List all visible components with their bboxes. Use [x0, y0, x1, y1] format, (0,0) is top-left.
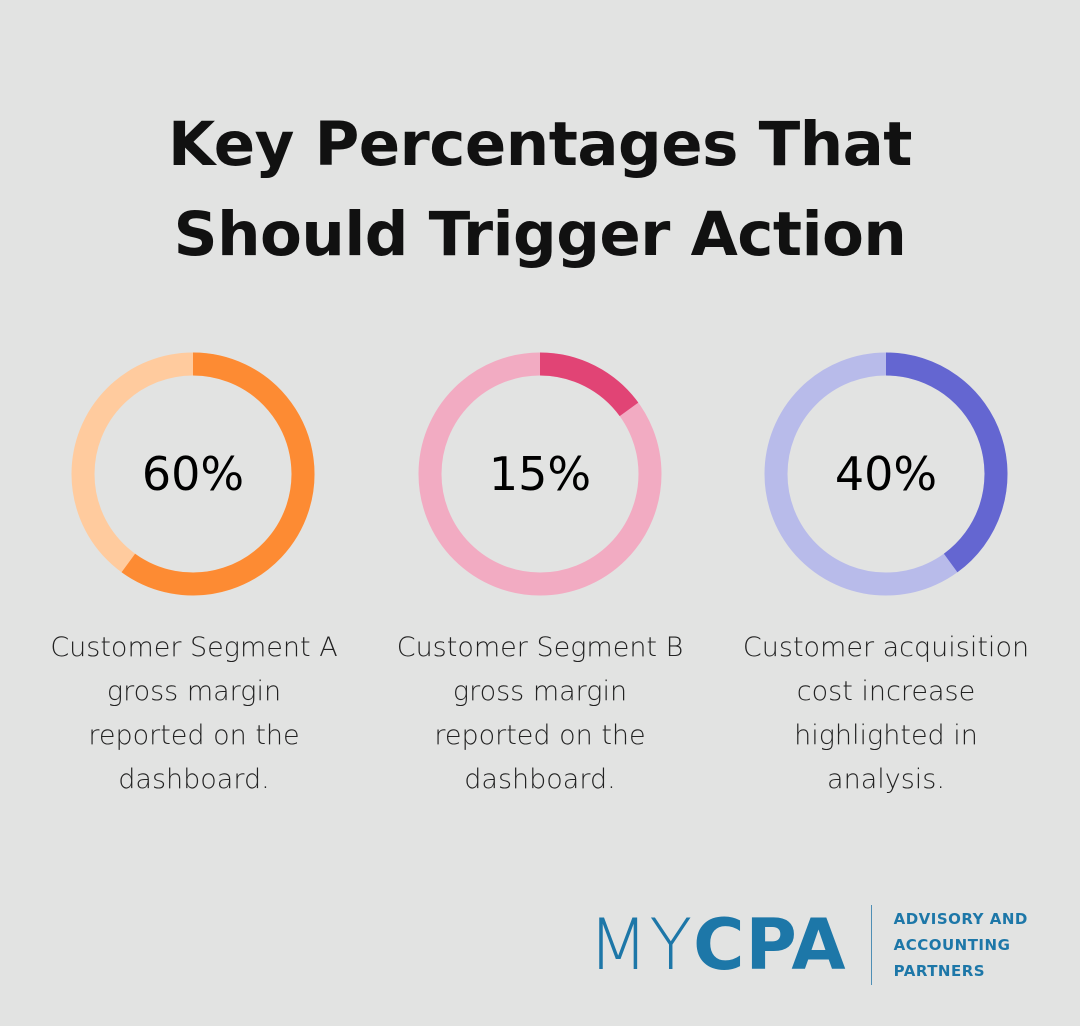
- page-title: Key Percentages That Should Trigger Acti…: [0, 100, 1080, 280]
- logo-tagline-line-3: PARTNERS: [893, 962, 986, 980]
- donut-arc-segment-a: [121, 352, 315, 596]
- logo-tagline: ADVISORY AND ACCOUNTING PARTNERS: [894, 906, 1028, 984]
- logo-wordmark: MYCPA: [588, 905, 847, 985]
- logo-wordmark-my: MY: [588, 904, 694, 986]
- donut-arc-acquisition-cost: [885, 352, 1008, 573]
- caption-segment-b: Customer Segment B gross margin reported…: [396, 632, 684, 795]
- logo-tagline-line-2: ACCOUNTING: [893, 936, 1011, 954]
- donut-chart-segment-a: 60%: [71, 352, 315, 596]
- percent-label-acquisition-cost: 40%: [835, 447, 937, 501]
- logo-tagline-line-1: ADVISORY AND: [893, 910, 1028, 928]
- donut-arc-segment-b: [539, 352, 639, 417]
- percent-label-segment-b: 15%: [489, 447, 591, 501]
- donut-chart-acquisition-cost: 40%: [764, 352, 1008, 596]
- donut-chart-segment-b: 15%: [418, 352, 662, 596]
- caption-segment-a: Customer Segment A gross margin reported…: [50, 632, 338, 795]
- donut-svg-acquisition-cost: 40%: [764, 352, 1008, 596]
- title-line-1: Key Percentages That: [168, 109, 912, 180]
- caption-acquisition-cost: Customer acquisition cost increase highl…: [742, 632, 1030, 795]
- donut-svg-segment-a: 60%: [71, 352, 315, 596]
- title-line-2: Should Trigger Action: [173, 199, 907, 270]
- logo-divider: [870, 905, 872, 985]
- donut-svg-segment-b: 15%: [418, 352, 662, 596]
- mycpa-logo: MYCPA ADVISORY AND ACCOUNTING PARTNERS: [588, 904, 1028, 986]
- logo-wordmark-cpa: CPA: [693, 904, 847, 986]
- percent-label-segment-a: 60%: [142, 447, 244, 501]
